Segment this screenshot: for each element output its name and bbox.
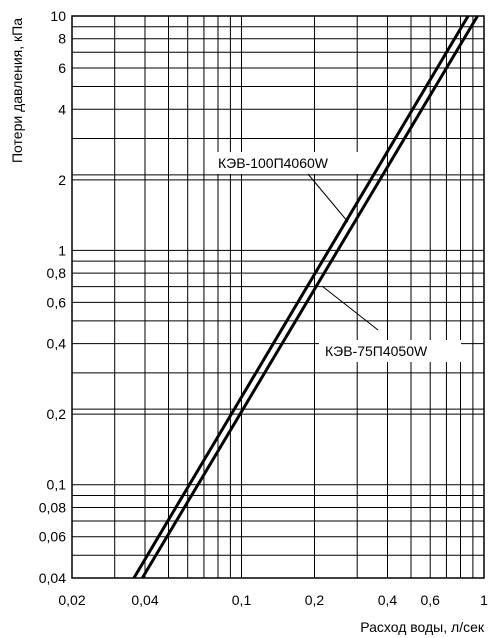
y-tick-label: 0,8 <box>47 265 67 281</box>
series-layer <box>132 15 479 579</box>
y-tick-label: 0,4 <box>47 336 67 352</box>
x-tick-label: 0,04 <box>131 592 158 608</box>
y-tick-label: 1 <box>58 242 66 258</box>
leader-lines <box>307 173 379 331</box>
x-tick-label: 0,6 <box>420 592 440 608</box>
y-tick-label: 6 <box>58 60 66 76</box>
x-tick-labels: 0,02 0,04 0,1 0,2 0,4 0,6 1 <box>58 592 488 608</box>
leader-line <box>307 173 349 223</box>
x-tick-label: 0,2 <box>305 592 325 608</box>
y-tick-label: 0,06 <box>39 529 66 545</box>
series-line-1 <box>132 15 470 579</box>
y-tick-label: 4 <box>58 101 66 117</box>
grid <box>72 16 484 578</box>
series-line-2 <box>141 15 479 579</box>
series-label-kev-75: КЭВ-75П4050W <box>325 343 428 359</box>
y-tick-labels: 0,04 0,06 0,08 0,1 0,2 0,4 0,6 0,8 1 2 4 6 8 10 <box>39 8 66 586</box>
series-label-background <box>319 340 461 362</box>
y-tick-label: 8 <box>58 31 66 47</box>
series-label-kev-100: КЭВ-100П4060W <box>218 155 329 171</box>
y-tick-label: 0,1 <box>47 477 67 493</box>
y-tick-label: 2 <box>58 172 66 188</box>
series-label-background <box>212 152 364 174</box>
y-tick-label: 0,08 <box>39 499 66 515</box>
y-tick-label: 0,04 <box>39 570 66 586</box>
y-tick-label: 0,2 <box>47 406 67 422</box>
x-tick-label: 0,1 <box>232 592 252 608</box>
y-tick-label: 0,6 <box>47 294 67 310</box>
y-axis-title: Потери давления, кПа <box>9 18 25 163</box>
plot-frame <box>71 15 485 579</box>
x-tick-label: 1 <box>480 592 488 608</box>
leader-line <box>321 285 379 331</box>
x-axis-title: Расход воды, л/сек <box>360 619 485 635</box>
x-tick-label: 0,02 <box>58 592 85 608</box>
y-tick-label: 10 <box>50 8 66 24</box>
x-tick-label: 0,4 <box>378 592 398 608</box>
